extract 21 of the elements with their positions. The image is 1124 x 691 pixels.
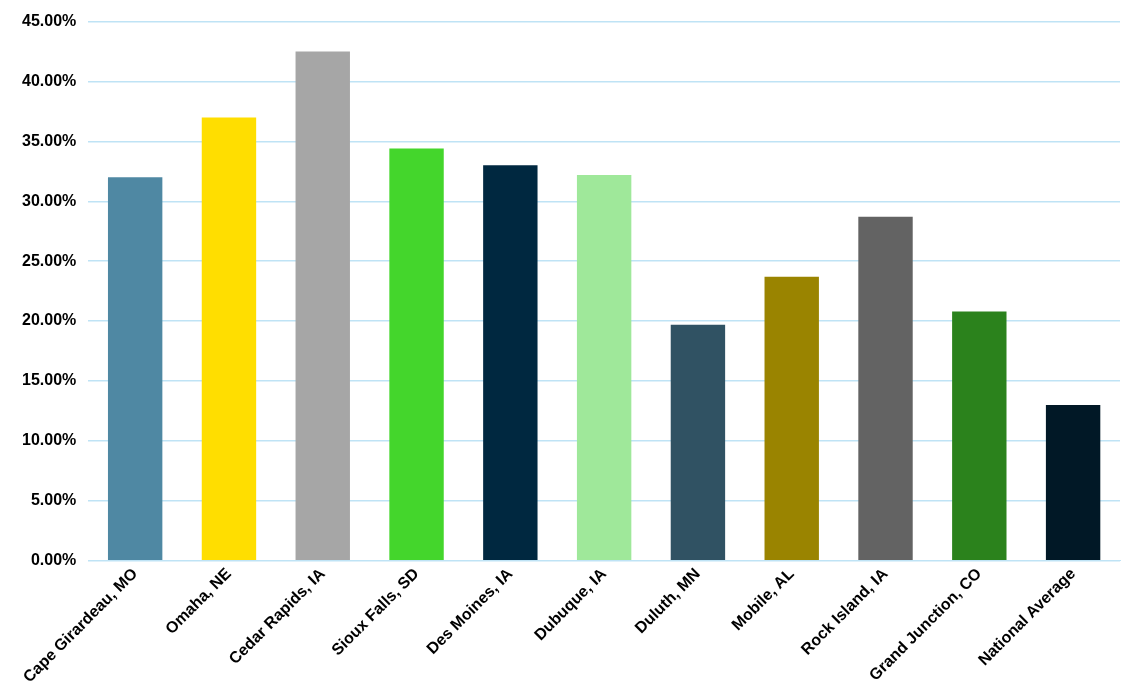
bar bbox=[764, 276, 819, 560]
y-tick-label: 30.00% bbox=[22, 191, 77, 209]
y-tick-label: 25.00% bbox=[22, 251, 77, 269]
bar bbox=[483, 165, 538, 560]
y-tick-label: 45.00% bbox=[22, 12, 77, 30]
bar bbox=[295, 51, 350, 560]
bar bbox=[952, 311, 1007, 560]
y-tick-label: 15.00% bbox=[22, 371, 77, 389]
bar bbox=[576, 174, 632, 560]
y-tick-label: 20.00% bbox=[22, 311, 77, 329]
y-tick-label: 5.00% bbox=[30, 491, 77, 509]
y-tick-label: 0.00% bbox=[30, 551, 77, 569]
y-tick-label: 35.00% bbox=[22, 131, 77, 149]
bar bbox=[389, 148, 444, 560]
bar bbox=[1045, 404, 1101, 560]
y-tick-label: 40.00% bbox=[22, 71, 77, 89]
y-tick-label: 10.00% bbox=[22, 431, 77, 449]
bar bbox=[201, 117, 257, 560]
bar bbox=[670, 324, 726, 560]
bar bbox=[107, 177, 163, 560]
bar bbox=[858, 216, 913, 560]
